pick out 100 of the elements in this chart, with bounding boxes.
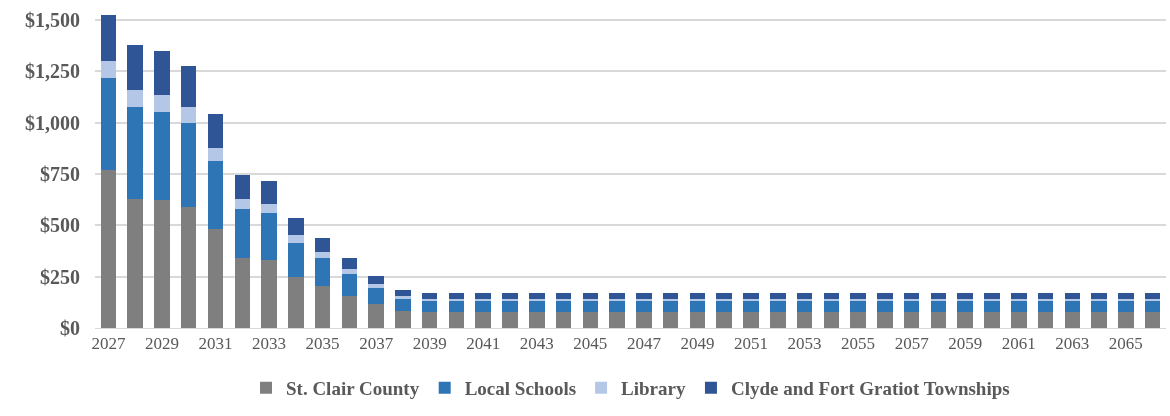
bar [609, 292, 625, 299]
bar [662, 292, 679, 299]
bar [529, 300, 545, 313]
bar [877, 312, 893, 328]
x-tick-label: 2049 [680, 334, 715, 354]
bar [207, 161, 224, 230]
bar [127, 90, 143, 107]
legend-label: Clyde and Fort Gratiot Townships [730, 378, 1010, 400]
bar [395, 296, 411, 299]
bar [207, 114, 224, 149]
bar [288, 277, 304, 328]
bar [877, 292, 893, 299]
bar [582, 300, 599, 313]
bar [368, 276, 384, 285]
bar [502, 312, 518, 328]
bar [368, 287, 384, 304]
bar [154, 200, 170, 328]
bar [154, 95, 170, 112]
bar [288, 242, 304, 278]
bar [100, 60, 117, 78]
bar [154, 111, 170, 201]
bar [850, 312, 866, 328]
legend-label: Library [621, 378, 686, 400]
bar [662, 312, 679, 328]
bar [662, 300, 679, 313]
bar [1091, 300, 1107, 313]
bar [234, 175, 251, 200]
bar [1144, 312, 1161, 328]
bar [475, 300, 491, 313]
bar [770, 292, 786, 299]
bar [314, 238, 331, 253]
bar [609, 298, 625, 301]
y-tick-label: $1,500 [25, 9, 80, 32]
bar [743, 300, 759, 313]
bar [930, 312, 947, 328]
bar [850, 292, 866, 299]
bar [1118, 312, 1134, 328]
bar [1010, 298, 1027, 301]
bar [288, 235, 304, 243]
bar [529, 292, 545, 299]
bar [877, 300, 893, 313]
y-tick-label: $250 [40, 265, 80, 288]
bar [341, 273, 358, 296]
x-tick-label: 2053 [787, 334, 822, 354]
bar [636, 312, 652, 328]
x-tick-label: 2057 [894, 334, 930, 354]
x-tick-label: 2027 [91, 334, 126, 354]
bar [207, 229, 224, 328]
bar [421, 292, 438, 299]
x-tick-label: 2055 [841, 334, 876, 354]
x-tick-label: 2063 [1055, 334, 1090, 354]
bar [1091, 312, 1107, 328]
bar [395, 298, 411, 311]
bar [689, 312, 706, 328]
x-tick-label: 2037 [359, 334, 394, 354]
bar [100, 14, 117, 61]
bar [502, 292, 518, 299]
bar [716, 292, 732, 299]
bar [529, 312, 545, 328]
bar [716, 312, 732, 328]
bar [448, 312, 465, 328]
bar [984, 312, 1000, 328]
bar [100, 77, 117, 171]
bar [341, 258, 358, 270]
bar [796, 300, 813, 313]
bar [100, 170, 117, 328]
bar [502, 300, 518, 313]
bar [903, 300, 920, 313]
bar [930, 300, 947, 313]
bar [984, 292, 1000, 299]
bar [395, 310, 411, 328]
bar [743, 312, 759, 328]
bar [261, 260, 277, 328]
bar [1091, 292, 1107, 299]
bar [984, 298, 1000, 301]
bar [234, 257, 251, 328]
bar [314, 285, 331, 328]
bar [555, 292, 572, 299]
bar [448, 292, 465, 299]
bar [1010, 300, 1027, 313]
bar [127, 45, 143, 91]
bar [689, 300, 706, 313]
bar [234, 208, 251, 258]
bar [957, 292, 973, 299]
legend-label: St. Clair County [286, 378, 420, 400]
legend-label: Local Schools [464, 378, 577, 400]
bar [555, 312, 572, 328]
y-tick-label: $750 [40, 163, 80, 186]
bar [1091, 298, 1107, 301]
bar [529, 298, 545, 301]
bar [823, 300, 840, 313]
y-tick-label: $500 [40, 214, 80, 237]
bar [207, 148, 224, 162]
bar [180, 207, 197, 328]
bar [636, 298, 652, 301]
bar [1118, 298, 1134, 301]
x-tick-label: 2039 [412, 334, 447, 354]
x-tick-label: 2043 [519, 334, 554, 354]
bar [1118, 300, 1134, 313]
bar [127, 198, 143, 328]
